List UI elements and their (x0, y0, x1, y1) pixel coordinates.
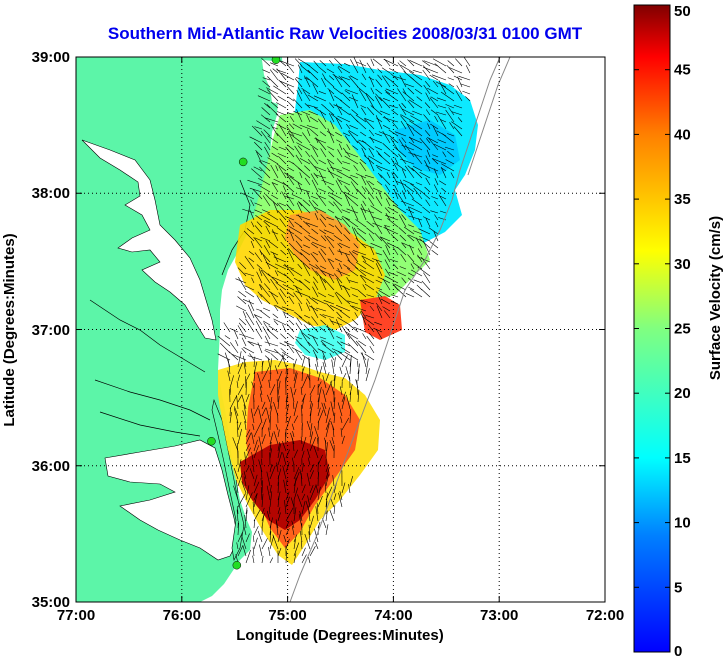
radar-station-marker (239, 158, 247, 166)
colorbar-tick-label: 20 (674, 385, 691, 402)
y-tick-label: 37:00 (32, 322, 70, 339)
colorbar-tick-label: 35 (674, 191, 691, 208)
colorbar-tick-label: 5 (674, 579, 682, 596)
radar-station-marker (233, 561, 241, 569)
x-axis-label: Longitude (Degrees:Minutes) (236, 627, 444, 644)
y-tick-label: 38:00 (32, 185, 70, 202)
colorbar-tick-label: 0 (674, 643, 682, 659)
colorbar-tick-label: 40 (674, 126, 691, 143)
colorbar-tick-label: 50 (674, 3, 691, 20)
x-tick-label: 75:00 (268, 607, 306, 624)
y-tick-label: 39:00 (32, 49, 70, 66)
y-axis-label: Latitude (Degrees:Minutes) (1, 233, 18, 426)
colorbar-tick-label: 15 (674, 450, 691, 467)
colorbar-label: Surface Velocity (cm/s) (707, 216, 724, 380)
colorbar-tick-label: 10 (674, 515, 691, 532)
map-title: Southern Mid-Atlantic Raw Velocities 200… (108, 24, 583, 43)
x-tick-label: 76:00 (163, 607, 201, 624)
colorbar-tick-label: 30 (674, 256, 691, 273)
x-tick-label: 72:00 (586, 607, 624, 624)
x-tick-label: 73:00 (480, 607, 518, 624)
colorbar-tick-label: 45 (674, 62, 691, 79)
x-tick-label: 74:00 (374, 607, 412, 624)
colorbar (634, 5, 670, 652)
y-tick-label: 36:00 (32, 458, 70, 475)
y-tick-label: 35:00 (32, 594, 70, 611)
radar-station-marker (207, 437, 215, 445)
colorbar-tick-label: 25 (674, 321, 691, 338)
